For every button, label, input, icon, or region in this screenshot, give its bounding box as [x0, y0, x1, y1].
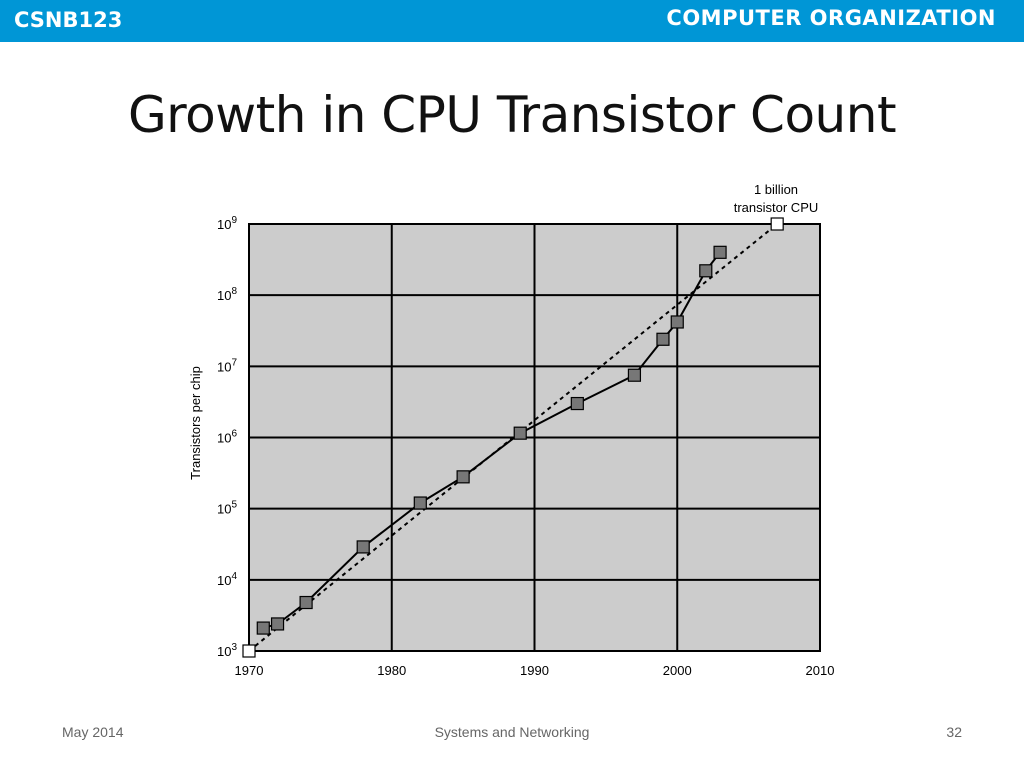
- footer-page-number: 32: [946, 724, 962, 740]
- footer-center: Systems and Networking: [434, 724, 590, 740]
- y-tick-label: 104: [217, 571, 237, 588]
- tick-labels: 1970 1980 1990 2000 2010 103 104 105 106 107 108 10…: [217, 215, 834, 678]
- grid-lines: [249, 224, 820, 651]
- data-point-marker: [570, 396, 584, 411]
- data-point-marker: [270, 617, 285, 631]
- data-point-marker: [627, 368, 642, 382]
- annotation-line1: 1 billion: [754, 182, 798, 197]
- y-tick-label: 106: [217, 429, 237, 446]
- slide-title: Growth in CPU Transistor Count: [127, 86, 897, 144]
- data-point-marker: [356, 540, 370, 554]
- data-point-marker: [413, 496, 427, 510]
- trend-line-dashed: [248, 223, 778, 652]
- trend-endpoint-marker: [770, 217, 784, 231]
- x-tick-label: 1970: [235, 663, 264, 678]
- header-bar: CSNB123 COMPUTER ORGANIZATION: [0, 0, 1024, 42]
- data-point-marker: [699, 264, 713, 278]
- footer-date: May 2014: [62, 724, 124, 740]
- x-tick-label: 1980: [377, 663, 406, 678]
- x-tick-label: 2000: [663, 663, 692, 678]
- y-tick-label: 109: [217, 215, 237, 232]
- x-tick-label: 2010: [806, 663, 835, 678]
- course-title: COMPUTER ORGANIZATION: [666, 6, 996, 30]
- y-tick-label: 108: [217, 286, 237, 303]
- trend-endpoint-marker: [242, 644, 256, 658]
- data-markers: [242, 217, 784, 658]
- data-point-marker: [256, 621, 270, 635]
- data-point-marker: [513, 426, 527, 440]
- data-point-marker: [670, 315, 684, 329]
- annotation-line2: transistor CPU: [734, 200, 819, 215]
- data-point-marker: [713, 245, 727, 259]
- y-tick-label: 107: [217, 357, 237, 374]
- data-point-marker: [299, 595, 313, 610]
- y-tick-label: 103: [217, 642, 237, 659]
- data-point-marker: [656, 332, 670, 346]
- y-tick-label: 105: [217, 500, 237, 517]
- data-point-marker: [456, 470, 470, 484]
- x-tick-label: 1990: [520, 663, 549, 678]
- y-axis-label: Transistors per chip: [188, 366, 203, 480]
- course-code: CSNB123: [14, 8, 123, 32]
